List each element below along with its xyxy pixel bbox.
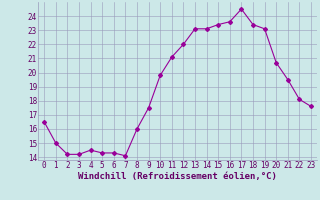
X-axis label: Windchill (Refroidissement éolien,°C): Windchill (Refroidissement éolien,°C) xyxy=(78,172,277,181)
